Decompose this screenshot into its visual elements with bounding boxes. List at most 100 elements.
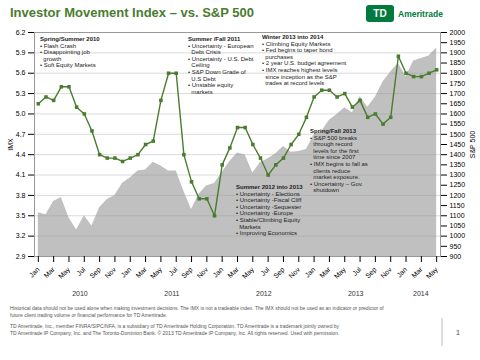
svg-text:Nov: Nov bbox=[195, 265, 209, 279]
svg-text:3.5: 3.5 bbox=[16, 212, 26, 219]
svg-text:4.1: 4.1 bbox=[16, 171, 26, 178]
svg-text:Mar: Mar bbox=[42, 265, 56, 279]
svg-text:since inception as the S&P: since inception as the S&P bbox=[262, 74, 337, 80]
svg-text:May: May bbox=[57, 265, 72, 280]
svg-text:• Uncertainty - Elections: • Uncertainty - Elections bbox=[236, 191, 300, 197]
svg-text:Jan: Jan bbox=[212, 266, 225, 279]
svg-text:• IMX begins to fall as: • IMX begins to fall as bbox=[310, 161, 368, 167]
svg-text:May: May bbox=[241, 265, 256, 280]
svg-text:purchases: purchases bbox=[262, 54, 293, 60]
svg-text:Investor Movement Index – vs.: Investor Movement Index – vs. S&P 500 bbox=[10, 5, 254, 20]
svg-text:Winter 2013 into 2014: Winter 2013 into 2014 bbox=[262, 34, 324, 40]
svg-text:through record: through record bbox=[310, 141, 352, 147]
svg-text:• Uncertainty -Fiscal Cliff: • Uncertainty -Fiscal Cliff bbox=[236, 197, 302, 203]
svg-text:U.S Debt: U.S Debt bbox=[188, 76, 216, 82]
svg-text:5.6: 5.6 bbox=[16, 69, 26, 76]
svg-text:5.3: 5.3 bbox=[16, 90, 26, 97]
svg-text:1400: 1400 bbox=[450, 151, 466, 158]
svg-text:5.9: 5.9 bbox=[16, 49, 26, 56]
svg-text:Jul: Jul bbox=[351, 265, 363, 277]
svg-text:clients reduce: clients reduce bbox=[310, 168, 351, 174]
svg-text:1650: 1650 bbox=[450, 100, 466, 107]
svg-text:Sep: Sep bbox=[88, 266, 103, 281]
svg-text:May: May bbox=[149, 265, 164, 280]
svg-text:1800: 1800 bbox=[450, 69, 466, 76]
svg-text:• Disappointing job: • Disappointing job bbox=[40, 49, 90, 55]
svg-text:1700: 1700 bbox=[450, 90, 466, 97]
svg-text:TD Ameritrade IP Company, Inc.: TD Ameritrade IP Company, Inc. and The T… bbox=[10, 330, 339, 336]
svg-text:3.8: 3.8 bbox=[16, 192, 26, 199]
svg-text:1900: 1900 bbox=[450, 49, 466, 56]
svg-text:Ameritrade: Ameritrade bbox=[398, 9, 443, 19]
svg-text:Mar: Mar bbox=[226, 265, 240, 279]
svg-text:3.2: 3.2 bbox=[16, 232, 26, 239]
svg-text:2010: 2010 bbox=[72, 290, 88, 297]
svg-text:Sep: Sep bbox=[364, 266, 379, 281]
svg-text:IMX: IMX bbox=[7, 138, 14, 151]
svg-text:• IMX reaches highest levels: • IMX reaches highest levels bbox=[262, 67, 337, 73]
svg-text:1600: 1600 bbox=[450, 110, 466, 117]
svg-text:4.7: 4.7 bbox=[16, 131, 26, 138]
svg-text:1100: 1100 bbox=[450, 212, 465, 219]
svg-text:levels for the first: levels for the first bbox=[310, 148, 359, 154]
svg-text:1950: 1950 bbox=[450, 39, 466, 46]
svg-text:trades at record levels: trades at record levels bbox=[262, 80, 324, 86]
svg-text:Historical data should not be: Historical data should not be used alone… bbox=[10, 305, 384, 311]
svg-text:Sep: Sep bbox=[180, 266, 195, 281]
svg-text:market exposure.: market exposure. bbox=[310, 174, 360, 180]
svg-text:• 2 year U.S. budget agreement: • 2 year U.S. budget agreement bbox=[262, 60, 346, 66]
svg-text:Jan: Jan bbox=[303, 266, 316, 279]
svg-text:May: May bbox=[425, 265, 440, 280]
svg-text:1300: 1300 bbox=[450, 171, 466, 178]
svg-text:1750: 1750 bbox=[450, 80, 466, 87]
svg-text:Jan: Jan bbox=[28, 266, 41, 279]
svg-text:shutdown: shutdown bbox=[310, 187, 339, 193]
svg-text:Debt Crisis: Debt Crisis bbox=[188, 49, 221, 55]
svg-text:Jul: Jul bbox=[167, 265, 179, 277]
svg-text:• Flash Crash: • Flash Crash bbox=[40, 43, 76, 49]
svg-text:950: 950 bbox=[450, 243, 462, 250]
svg-text:1050: 1050 bbox=[450, 222, 466, 229]
svg-text:• Climbing Equity Markets: • Climbing Equity Markets bbox=[262, 41, 330, 47]
svg-text:Mar: Mar bbox=[318, 265, 332, 279]
svg-text:Jan: Jan bbox=[395, 266, 408, 279]
svg-text:Jul: Jul bbox=[259, 265, 271, 277]
svg-text:1: 1 bbox=[456, 328, 461, 337]
svg-text:6.2: 6.2 bbox=[16, 29, 26, 36]
svg-text:future client trading volume o: future client trading volume or financia… bbox=[10, 312, 167, 318]
svg-text:2011: 2011 bbox=[164, 290, 179, 297]
svg-text:2000: 2000 bbox=[450, 29, 466, 36]
svg-text:Summer 2012 into 2013: Summer 2012 into 2013 bbox=[236, 184, 303, 190]
svg-text:• Uncertainty – Gov.: • Uncertainty – Gov. bbox=[310, 181, 363, 187]
svg-text:TD Ameritrade, Inc., member FI: TD Ameritrade, Inc., member FINRA/SIPC/N… bbox=[10, 323, 340, 329]
svg-text:Mar: Mar bbox=[134, 265, 148, 279]
svg-text:1350: 1350 bbox=[450, 161, 466, 168]
svg-text:4.4: 4.4 bbox=[16, 151, 26, 158]
svg-text:Nov: Nov bbox=[287, 265, 301, 279]
svg-text:2012: 2012 bbox=[256, 290, 272, 297]
svg-text:markets: markets bbox=[188, 89, 213, 95]
svg-text:• S&P Down Grade of: • S&P Down Grade of bbox=[188, 69, 246, 75]
svg-text:Sep: Sep bbox=[272, 266, 287, 281]
svg-text:5.0: 5.0 bbox=[16, 110, 26, 117]
svg-text:• Improving Economics: • Improving Economics bbox=[236, 230, 297, 236]
svg-text:• Uncertainty - U.S. Debt: • Uncertainty - U.S. Debt bbox=[188, 56, 254, 62]
svg-text:S&P 500: S&P 500 bbox=[469, 131, 476, 159]
svg-text:Nov: Nov bbox=[103, 265, 117, 279]
svg-text:• Uncertainty -Europe: • Uncertainty -Europe bbox=[236, 210, 294, 216]
svg-text:Jan: Jan bbox=[120, 266, 133, 279]
svg-text:2013: 2013 bbox=[348, 290, 364, 297]
svg-text:• Stable/Climbing Equity: • Stable/Climbing Equity bbox=[236, 217, 300, 223]
svg-text:• Soft Equity Markets: • Soft Equity Markets bbox=[40, 62, 96, 68]
svg-text:TD: TD bbox=[373, 8, 386, 19]
svg-text:2014: 2014 bbox=[413, 290, 429, 297]
svg-text:1450: 1450 bbox=[450, 141, 466, 148]
svg-text:• Uncertainty - European: • Uncertainty - European bbox=[188, 43, 253, 49]
svg-text:growth: growth bbox=[40, 56, 61, 62]
svg-text:1850: 1850 bbox=[450, 59, 466, 66]
svg-text:1500: 1500 bbox=[450, 131, 466, 138]
svg-text:Spring/Summer 2010: Spring/Summer 2010 bbox=[40, 36, 100, 42]
svg-text:Markets: Markets bbox=[236, 224, 261, 230]
svg-text:Spring/Fall 2013: Spring/Fall 2013 bbox=[310, 128, 357, 134]
svg-text:1000: 1000 bbox=[450, 232, 466, 239]
